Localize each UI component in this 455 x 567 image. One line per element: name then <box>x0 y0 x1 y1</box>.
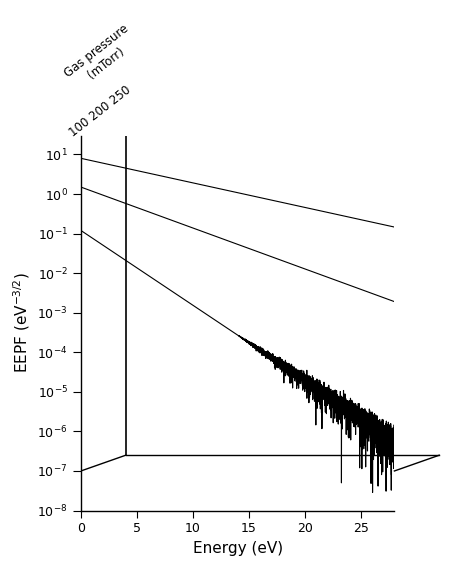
Text: 100 200 250: 100 200 250 <box>66 84 133 139</box>
Text: Gas pressure
(mTorr): Gas pressure (mTorr) <box>62 22 140 92</box>
X-axis label: Energy (eV): Energy (eV) <box>192 541 282 556</box>
Y-axis label: EEPF (eV$^{-3/2}$): EEPF (eV$^{-3/2}$) <box>11 273 32 374</box>
